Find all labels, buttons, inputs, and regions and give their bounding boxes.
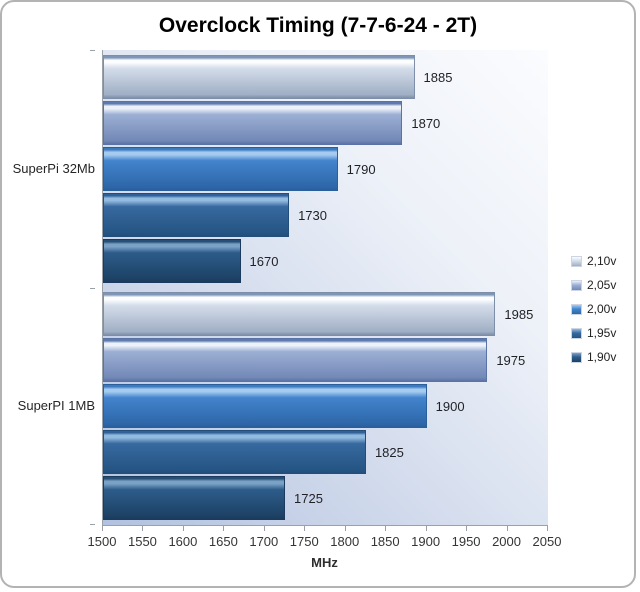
bar: [103, 192, 290, 237]
legend-swatch-icon: [571, 303, 582, 315]
y-axis-tick: [90, 287, 95, 289]
x-tick-label: 1700: [249, 534, 279, 549]
x-tick-label: 1800: [330, 534, 360, 549]
x-tick: [304, 526, 306, 531]
x-tick: [425, 526, 427, 531]
x-tick-label: 1850: [370, 534, 400, 549]
bar: [103, 430, 366, 475]
legend-item: 1,90v: [571, 350, 634, 364]
x-tick-label: 1900: [411, 534, 441, 549]
y-axis-tick: [90, 524, 95, 525]
bar-value-label: 1825: [374, 445, 404, 461]
x-tick: [385, 526, 387, 531]
bar: [103, 338, 488, 383]
legend-label: 2,00v: [587, 302, 617, 316]
x-tick-label: 1750: [289, 534, 319, 549]
x-tick: [506, 526, 508, 531]
x-tick: [466, 526, 468, 531]
x-tick: [142, 526, 144, 531]
category-label: SuperPi 32Mb: [12, 160, 95, 176]
bar: [103, 54, 415, 99]
bar-value-label: 1900: [435, 399, 465, 415]
x-tick: [344, 526, 346, 531]
x-tick-label: 2050: [532, 534, 562, 549]
bar: [103, 384, 427, 429]
legend-swatch-icon: [571, 351, 582, 363]
bar-value-label: 1885: [423, 69, 453, 85]
x-tick: [102, 526, 103, 531]
y-axis-tick: [90, 50, 95, 51]
x-tick-label: 1550: [127, 534, 157, 549]
category-label: SuperPI 1MB: [17, 398, 95, 414]
legend-label: 1,95v: [587, 326, 617, 340]
plot-area: 1885 1870 1790 1730 1670 1985 1975 1900 1825 1725: [102, 50, 548, 526]
x-tick: [263, 526, 265, 531]
x-tick-label: 1500: [87, 534, 117, 549]
x-tick-label: 2000: [492, 534, 521, 549]
legend-item: 1,95v: [571, 326, 634, 340]
bar-value-label: 1985: [504, 307, 534, 323]
x-axis-title: MHz: [311, 555, 338, 570]
legend-item: 2,00v: [571, 302, 634, 316]
y-axis-labels: SuperPi 32Mb SuperPI 1MB: [2, 50, 95, 525]
x-tick: [223, 526, 225, 531]
x-tick-label: 1600: [168, 534, 198, 549]
legend-swatch-icon: [571, 255, 582, 267]
bar-value-label: 1975: [496, 353, 526, 369]
legend-label: 1,90v: [587, 350, 617, 364]
bar: [103, 146, 338, 191]
legend-label: 2,10v: [587, 254, 617, 268]
bar: [103, 292, 496, 337]
legend-swatch-icon: [571, 327, 582, 339]
bar-value-label: 1725: [294, 491, 323, 507]
x-tick-label: 1650: [208, 534, 238, 549]
legend-item: 2,10v: [571, 254, 634, 268]
chart-title: Overclock Timing (7-7-6-24 - 2T): [158, 14, 478, 37]
legend-swatch-icon: [571, 279, 582, 291]
x-tick-label: 1950: [451, 534, 481, 549]
x-tick: [182, 526, 184, 531]
bar-value-label: 1670: [249, 253, 279, 269]
legend-item: 2,05v: [571, 278, 634, 292]
bar: [103, 476, 286, 521]
x-tick: [547, 526, 548, 531]
bar-value-label: 1730: [298, 207, 327, 223]
legend-label: 2,05v: [587, 278, 617, 292]
bar: [103, 238, 241, 283]
bar-value-label: 1790: [346, 161, 376, 177]
bar-value-label: 1870: [411, 115, 441, 131]
legend: 2,10v 2,05v 2,00v 1,95v 1,90v: [571, 254, 634, 374]
bar: [103, 100, 403, 145]
